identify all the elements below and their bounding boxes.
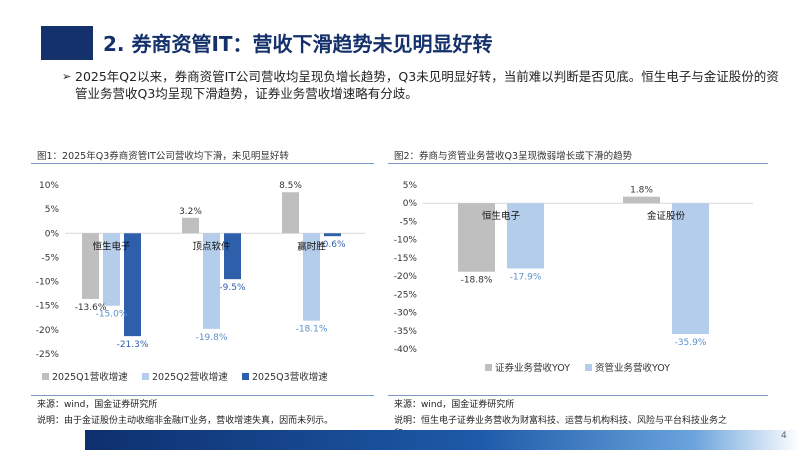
data-label: -15.0% <box>96 310 128 320</box>
figure2-chart: 5% 0% -5% -10% -15% -20% -25% -30% -35% -40% -18.… <box>394 181 753 374</box>
data-label: -13.6% <box>75 303 107 313</box>
figure1-caption: 图1：2025年Q3券商资管IT公司营收均下滑，未见明显好转 <box>37 151 289 162</box>
data-label: 3.2% <box>179 207 202 217</box>
figure2-caption: 图2：券商与资管业务营收Q3呈现微弱增长或下滑的趋势 <box>394 151 633 162</box>
legend-swatch <box>142 373 149 380</box>
category-label: 顶点软件 <box>192 240 231 252</box>
page-title: 2. 券商资管IT：营收下滑趋势未见明显好转 <box>103 32 493 56</box>
y-tick-label: -25% <box>36 350 60 360</box>
figure1-rule <box>31 163 374 164</box>
bar <box>82 233 99 299</box>
legend-swatch <box>242 373 249 380</box>
y-tick-label: -10% <box>394 236 418 246</box>
figure1-source: 来源：wind，国金证券研究所 <box>37 400 158 410</box>
y-tick-label: 0% <box>45 229 60 239</box>
y-tick-label: -15% <box>394 254 418 264</box>
legend-label: 2025Q2营收增速 <box>152 371 228 383</box>
summary-bullet: ➢ 2025年Q2以来，券商资管IT公司营收均呈现负增长趋势，Q3未见明显好转，… <box>62 68 782 102</box>
y-tick-label: -30% <box>394 309 418 319</box>
legend-swatch <box>585 364 592 371</box>
bar <box>103 233 120 306</box>
data-label: -19.8% <box>196 333 228 343</box>
y-tick-label: -40% <box>394 345 418 355</box>
y-tick-label: 5% <box>45 205 60 215</box>
legend-swatch <box>42 373 49 380</box>
legend-label: 2025Q1营收增速 <box>52 371 128 383</box>
bar <box>324 233 341 237</box>
data-label: -18.8% <box>461 276 493 286</box>
data-label: 1.8% <box>630 186 653 196</box>
y-tick-label: -15% <box>36 302 60 312</box>
data-label: -21.3% <box>117 340 149 350</box>
bar <box>182 217 199 234</box>
y-tick-label: -10% <box>36 278 60 288</box>
bar <box>458 203 495 272</box>
category-label: 金证股份 <box>647 210 686 222</box>
bar <box>124 233 141 337</box>
legend-label: 证券业务营收YOY <box>495 362 570 374</box>
legend-label: 资管业务营收YOY <box>595 362 670 374</box>
y-tick-label: -20% <box>394 272 418 282</box>
y-tick-label: -25% <box>394 290 418 300</box>
y-tick-label: -20% <box>36 326 60 336</box>
data-label: -17.9% <box>510 272 542 282</box>
legend-swatch <box>485 364 492 371</box>
bar <box>303 233 320 321</box>
data-label: -9.5% <box>219 283 246 293</box>
summary-text: 2025年Q2以来，券商资管IT公司营收均呈现负增长趋势，Q3未见明显好转，当前… <box>75 69 779 101</box>
page-number: 4 <box>781 431 787 441</box>
footer-bar <box>85 430 800 450</box>
data-label: -18.1% <box>296 325 328 335</box>
y-tick-label: 10% <box>39 181 59 191</box>
figure2-source: 来源：wind，国金证券研究所 <box>394 400 515 410</box>
y-tick-label: 5% <box>403 181 418 191</box>
figure2-rule <box>388 163 768 164</box>
bar <box>282 192 299 234</box>
bar <box>203 233 220 329</box>
y-tick-label: -5% <box>41 253 59 263</box>
bar <box>623 196 660 204</box>
bar <box>507 203 544 269</box>
category-label: 赢时胜 <box>297 240 326 252</box>
bar <box>672 203 709 335</box>
figure1-chart: 10% 5% 0% -5% -10% -15% -20% -25% -13.6%-15.0% -… <box>36 181 365 383</box>
data-label: 8.5% <box>279 181 302 191</box>
y-tick-label: -5% <box>399 217 417 227</box>
data-label: -35.9% <box>675 338 707 348</box>
figure1-note: 说明：由于金证股份主动收缩非金融IT业务，营收增速失真，因而未列示。 <box>37 416 334 426</box>
figure2-bottom-rule <box>388 395 768 396</box>
y-tick-label: -35% <box>394 327 418 337</box>
legend-label: 2025Q3营收增速 <box>252 371 328 383</box>
category-label: 恒生电子 <box>92 240 131 252</box>
y-tick-label: 0% <box>403 199 418 209</box>
data-label: -0.6% <box>319 240 346 250</box>
bullet-arrow-icon: ➢ <box>62 70 72 83</box>
category-label: 恒生电子 <box>482 210 521 222</box>
title-accent-block <box>41 26 93 60</box>
bar <box>224 233 241 280</box>
figure1-bottom-rule <box>31 395 374 396</box>
